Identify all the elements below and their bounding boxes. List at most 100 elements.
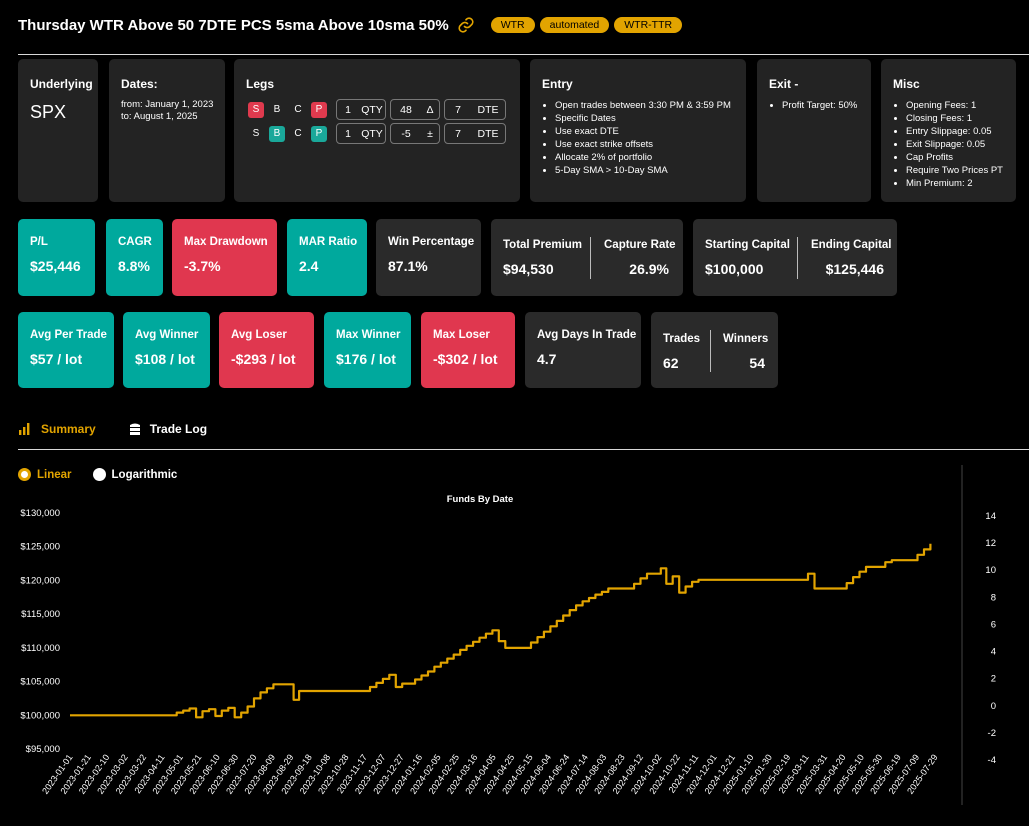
leg-sell-toggle[interactable]: S — [252, 128, 260, 139]
receipt-icon — [128, 423, 141, 435]
leg-strike-field[interactable]: 48 Δ — [390, 99, 440, 120]
y-tick-label: $105,000 — [20, 677, 60, 688]
misc-card: Misc Opening Fees: 1 Closing Fees: 1 Ent… — [881, 59, 1016, 202]
cagr-card: CAGR 8.8% — [106, 219, 163, 296]
premium-card: Total Premium $94,530 Capture Rate 26.9% — [491, 219, 683, 296]
avg-days-value: 4.7 — [537, 351, 557, 367]
tag-wtr[interactable]: WTR — [490, 17, 535, 33]
misc-label: Misc — [893, 77, 920, 91]
y2-tick-label: 4 — [991, 647, 996, 658]
pl-card: P/L $25,446 — [18, 219, 95, 296]
exit-label: Exit - — [769, 77, 799, 91]
ending-capital-value: $125,446 — [825, 261, 884, 277]
avg-per-trade-value: $57 / lot — [30, 351, 83, 367]
leg-qty-field[interactable]: 1 QTY — [336, 99, 386, 120]
entry-item: Use exact strike offsets — [555, 138, 731, 151]
starting-capital-value: $100,000 — [705, 261, 764, 277]
funds-line — [70, 543, 932, 719]
cagr-value: 8.8% — [118, 258, 150, 274]
leg-buy-toggle[interactable]: B — [273, 104, 281, 115]
dates-label: Dates: — [121, 77, 158, 91]
misc-item: Require Two Prices PT — [906, 164, 1003, 177]
leg-strike-value: -5 — [401, 127, 411, 140]
leg-dte-field[interactable]: 7 DTE — [444, 99, 506, 120]
y-tick-label: $120,000 — [20, 575, 60, 586]
avg-per-trade-label: Avg Per Trade — [30, 329, 107, 341]
tag-automated[interactable]: automated — [539, 17, 610, 33]
entry-item: Use exact DTE — [555, 125, 731, 138]
y-tick-label: $95,000 — [26, 744, 60, 755]
avg-loser-label: Avg Loser — [231, 329, 287, 341]
leg-dte-unit: DTE — [477, 103, 499, 116]
bar-chart-icon — [19, 423, 30, 435]
total-premium-label: Total Premium — [503, 239, 583, 251]
leg-qty-field[interactable]: 1 QTY — [336, 123, 386, 144]
entry-card: Entry Open trades between 3:30 PM & 3:59… — [530, 59, 746, 202]
date-from: from: January 1, 2023 — [121, 99, 214, 110]
legs-label: Legs — [246, 77, 275, 91]
tag-wtr-ttr[interactable]: WTR-TTR — [614, 17, 683, 33]
max-drawdown-card: Max Drawdown -3.7% — [172, 219, 277, 296]
tab-trade-log-label: Trade Log — [149, 422, 208, 436]
leg-strike-unit: Δ — [426, 103, 434, 116]
leg-dte-field[interactable]: 7 DTE — [444, 123, 506, 144]
page-title: Thursday WTR Above 50 7DTE PCS 5sma Abov… — [18, 16, 449, 34]
misc-item: Exit Slippage: 0.05 — [906, 138, 1003, 151]
mar-label: MAR Ratio — [299, 236, 358, 248]
radio-linear-label[interactable]: Linear — [37, 468, 72, 481]
y-axis-labels: $95,000 $100,000 $105,000 $110,000 $115,000 $… — [20, 508, 60, 755]
leg-put-toggle[interactable]: P — [311, 125, 327, 142]
leg-strike-field[interactable]: -5 ± — [390, 123, 440, 144]
radio-linear[interactable] — [18, 468, 31, 481]
radio-logarithmic-label[interactable]: Logarithmic — [111, 468, 178, 481]
entry-item: 5-Day SMA > 10-Day SMA — [555, 164, 731, 177]
leg-dte-value: 7 — [455, 103, 461, 116]
trades-card: Trades 62 Winners 54 — [651, 312, 778, 388]
chart-title: Funds By Date — [447, 494, 514, 505]
capture-rate-label: Capture Rate — [604, 239, 676, 251]
underlying-label: Underlying — [30, 77, 93, 91]
leg-call-toggle[interactable]: C — [294, 128, 302, 139]
avg-per-trade-card: Avg Per Trade $57 / lot — [18, 312, 114, 388]
max-winner-label: Max Winner — [336, 329, 401, 341]
title-bar: Thursday WTR Above 50 7DTE PCS 5sma Abov… — [18, 14, 683, 36]
stat-divider — [797, 237, 798, 279]
leg-buy-toggle[interactable]: B — [269, 125, 285, 142]
leg-dte-unit: DTE — [477, 127, 499, 140]
leg-sell-toggle[interactable]: S — [248, 101, 264, 118]
radio-logarithmic[interactable] — [92, 468, 106, 481]
legs-card: Legs S B C P 1 QTY 48 Δ 7 DTE S B C P 1 … — [234, 59, 520, 202]
leg-call-toggle[interactable]: C — [294, 104, 302, 115]
max-loser-card: Max Loser -$302 / lot — [421, 312, 515, 388]
leg-put-toggle[interactable]: P — [311, 101, 327, 118]
entry-item: Specific Dates — [555, 112, 731, 125]
avg-days-label: Avg Days In Trade — [537, 329, 637, 341]
y2-tick-label: 10 — [985, 565, 996, 576]
tabs-divider — [18, 449, 1029, 450]
header-divider — [18, 54, 1029, 55]
funds-chart: Funds By Date $95,000 $100,000 $105,000 $11… — [20, 465, 996, 805]
entry-item: Open trades between 3:30 PM & 3:59 PM — [555, 99, 731, 112]
y2-tick-label: 14 — [985, 511, 996, 522]
win-pct-card: Win Percentage 87.1% — [376, 219, 481, 296]
misc-item: Opening Fees: 1 — [906, 99, 1003, 112]
scale-options: Linear Logarithmic — [18, 468, 177, 481]
dates-card: Dates: from: January 1, 2023 to: August … — [109, 59, 225, 202]
entry-label: Entry — [542, 77, 573, 91]
ending-capital-label: Ending Capital — [811, 239, 892, 251]
link-icon[interactable] — [457, 16, 475, 34]
winners-label: Winners — [723, 333, 769, 345]
starting-capital-label: Starting Capital — [705, 239, 790, 251]
tab-trade-log[interactable]: Trade Log — [128, 422, 207, 436]
date-to: to: August 1, 2025 — [121, 111, 198, 122]
tab-summary[interactable]: Summary — [18, 422, 96, 436]
y2-tick-label: -4 — [988, 755, 996, 766]
leg-row-1: S B C P 1 QTY 48 Δ 7 DTE — [248, 99, 506, 120]
max-loser-value: -$302 / lot — [433, 351, 498, 367]
avg-days-card: Avg Days In Trade 4.7 — [525, 312, 641, 388]
underlying-card: Underlying SPX — [18, 59, 98, 202]
exit-list: Profit Target: 50% — [782, 99, 857, 112]
exit-item: Profit Target: 50% — [782, 99, 857, 112]
y2-tick-label: 0 — [991, 701, 996, 712]
avg-winner-value: $108 / lot — [135, 351, 195, 367]
